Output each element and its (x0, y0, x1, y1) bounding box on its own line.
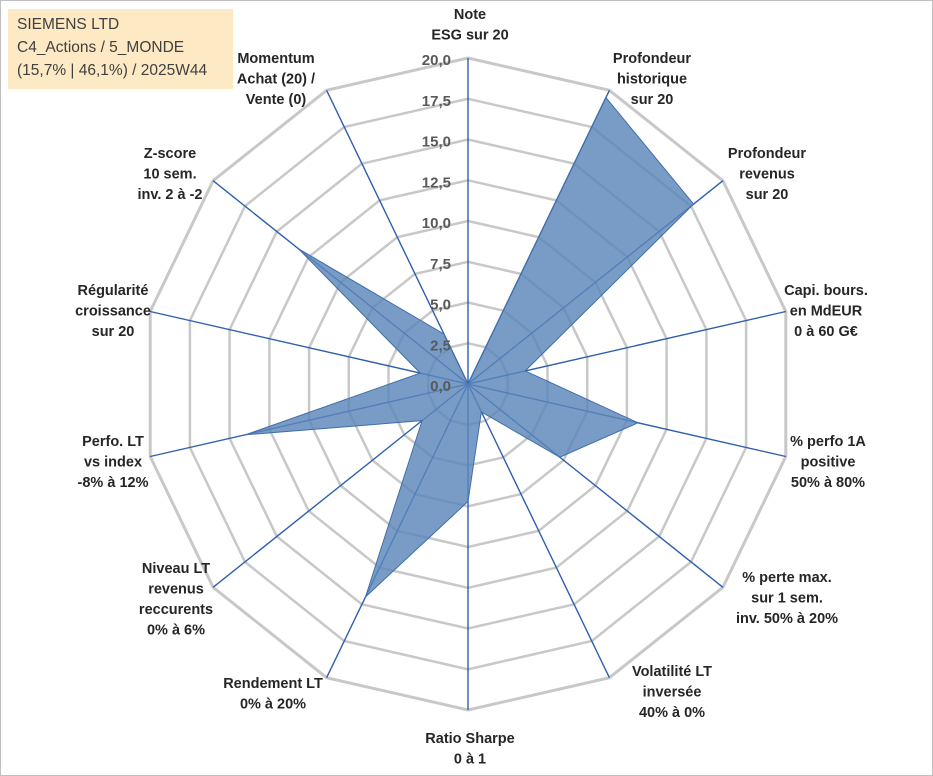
axis-label-line: sur 1 sem. (751, 591, 823, 607)
axis-label-line: % perfo 1A (790, 434, 866, 450)
axis-label-line: Niveau LT (142, 561, 210, 577)
axis-label-5: % perte max. sur 1 sem. inv. 50% à 20% (736, 570, 838, 627)
axis-label-line: 0 à 60 G€ (794, 324, 858, 340)
tick-label: 5,0 (430, 297, 451, 314)
axis-label-line: revenus (739, 167, 795, 183)
tick-label: 2,5 (430, 337, 451, 354)
axis-label-4: % perfo 1A positive 50% à 80% (790, 434, 866, 491)
axis-label-line: Note (454, 7, 486, 23)
axis-label-9: Niveau LT revenus reccurents 0% à 6% (139, 561, 213, 639)
tick-label: 12,5 (422, 174, 451, 191)
axis-label-line: positive (801, 455, 856, 471)
axis-label-line: Capi. bours. (784, 283, 868, 299)
axis-label-10: Perfo. LT vs index -8% à 12% (78, 434, 149, 491)
axis-spoke-6 (467, 383, 611, 679)
radar-series (245, 96, 695, 599)
axis-label-line: 0 à 1 (454, 752, 486, 768)
axis-label-line: Momentum (237, 51, 314, 67)
axis-label-line: Rendement LT (223, 676, 323, 692)
axis-label-line: Z-score (144, 146, 196, 162)
radar-tick-labels: 0,0 2,5 5,0 7,5 10,0 12,5 15,0 17,5 20,0 (422, 52, 451, 395)
axis-label-line: Achat (20) / (237, 72, 315, 88)
axis-label-line: en MdEUR (790, 304, 863, 320)
tick-label: 20,0 (422, 52, 451, 69)
axis-label-13: Momentum Achat (20) / Vente (0) (237, 51, 315, 108)
axis-label-line: inversée (643, 685, 702, 701)
axis-label-line: croissance (75, 304, 151, 320)
tick-label: 15,0 (422, 134, 451, 151)
tick-label: 17,5 (422, 93, 451, 110)
tick-label: 10,0 (422, 215, 451, 232)
axis-label-line: 0% à 6% (147, 623, 205, 639)
axis-label-line: Profondeur (728, 146, 806, 162)
company-name: SIEMENS LTD (17, 16, 120, 33)
axis-label-line: Vente (0) (246, 92, 307, 108)
axis-label-11: Régularité croissance sur 20 (75, 283, 151, 340)
axis-label-line: Volatilité LT (632, 664, 712, 680)
axis-label-line: 40% à 0% (639, 705, 705, 721)
axis-label-0: Note ESG sur 20 (431, 7, 508, 44)
axis-label-line: vs index (84, 455, 142, 471)
axis-label-1: Profondeur historique sur 20 (613, 51, 691, 108)
axis-label-line: 50% à 80% (791, 475, 865, 491)
axis-label-line: % perte max. (742, 570, 831, 586)
axis-label-line: 10 sem. (143, 167, 196, 183)
category-label: C4_Actions / 5_MONDE (17, 39, 185, 56)
axis-label-12: Z-score 10 sem. inv. 2 à -2 (137, 146, 202, 203)
axis-label-7: Ratio Sharpe 0 à 1 (425, 731, 514, 768)
axis-label-6: Volatilité LT inversée 40% à 0% (632, 664, 712, 721)
axis-label-line: -8% à 12% (78, 475, 149, 491)
info-box: SIEMENS LTD C4_Actions / 5_MONDE (15,7% … (8, 9, 233, 89)
series-area (245, 96, 695, 599)
axis-label-2: Profondeur revenus sur 20 (728, 146, 806, 203)
axis-label-line: inv. 50% à 20% (736, 611, 838, 627)
axis-label-line: sur 20 (92, 324, 135, 340)
axis-label-8: Rendement LT 0% à 20% (223, 676, 323, 713)
stats-label: (15,7% | 46,1%) / 2025W44 (17, 62, 208, 79)
axis-label-line: inv. 2 à -2 (137, 187, 202, 203)
axis-label-line: sur 20 (746, 187, 789, 203)
radar-axis-labels: Note ESG sur 20 Profondeur historique sur 20… (75, 7, 868, 768)
axis-label-line: 0% à 20% (240, 697, 306, 713)
axis-label-3: Capi. bours. en MdEUR 0 à 60 G€ (784, 283, 868, 340)
tick-label: 7,5 (430, 256, 451, 273)
axis-label-line: Profondeur (613, 51, 691, 67)
axis-label-line: Régularité (78, 283, 149, 299)
axis-label-line: ESG sur 20 (431, 28, 508, 44)
axis-label-line: reccurents (139, 602, 213, 618)
axis-label-line: historique (617, 72, 687, 88)
axis-label-line: Ratio Sharpe (425, 731, 514, 747)
axis-label-line: sur 20 (631, 92, 674, 108)
axis-label-line: Perfo. LT (82, 434, 144, 450)
axis-spoke-11 (150, 310, 469, 385)
axis-label-line: revenus (148, 582, 204, 598)
tick-label: 0,0 (430, 378, 451, 395)
